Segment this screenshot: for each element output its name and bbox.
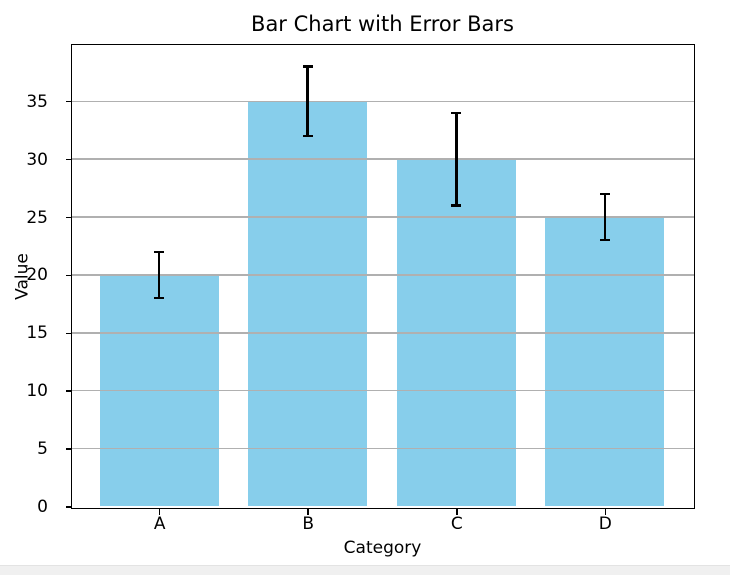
error-bar-line-D [603, 193, 607, 241]
y-tick-mark-35 [66, 100, 72, 103]
x-tick-mark-C [456, 508, 458, 515]
y-tick-mark-0 [66, 506, 72, 508]
window-bottom-strip [0, 565, 730, 575]
y-tick-mark-15 [66, 332, 72, 335]
y-tick-label-20: 20 [26, 265, 48, 286]
gridline-y20 [71, 274, 694, 276]
y-tick-label-30: 30 [26, 149, 48, 170]
x-tick-label-B: B [302, 514, 315, 534]
x-tick-mark-B [307, 508, 309, 515]
x-tick-label-C: C [450, 514, 463, 534]
y-tick-mark-30 [66, 158, 72, 161]
y-tick-label-35: 35 [26, 91, 48, 112]
y-tick-mark-5 [66, 448, 72, 450]
y-tick-label-15: 15 [26, 323, 48, 344]
error-bar-cap-bottom-C [451, 204, 462, 207]
error-bar-line-B [306, 66, 309, 136]
error-bar-cap-bottom-A [154, 296, 165, 300]
error-bar-line-C [455, 112, 458, 206]
gridline-y35 [71, 100, 694, 102]
gridline-y15 [71, 332, 694, 334]
y-tick-mark-10 [66, 390, 72, 392]
error-bar-line-A [157, 251, 161, 299]
y-tick-label-0: 0 [37, 497, 48, 517]
x-tick-label-A: A [153, 514, 166, 534]
y-tick-label-25: 25 [26, 207, 48, 228]
gridline-y5 [71, 447, 694, 450]
y-tick-mark-25 [66, 216, 72, 219]
gridline-y10 [71, 390, 694, 392]
chart-title: Bar Chart with Error Bars [251, 12, 514, 36]
error-bar-cap-top-D [599, 192, 610, 196]
error-bar-cap-top-B [302, 65, 313, 68]
error-bar-cap-bottom-D [599, 238, 610, 242]
gridline-y30 [71, 158, 694, 160]
bar-B [248, 101, 368, 507]
error-bar-cap-bottom-B [302, 134, 313, 138]
plot-area [70, 43, 695, 509]
y-tick-label-5: 5 [37, 439, 48, 460]
x-tick-label-D: D [598, 514, 612, 534]
x-axis-label: Category [343, 538, 422, 558]
error-bar-cap-top-C [451, 111, 462, 115]
gridline-y25 [71, 216, 694, 218]
x-tick-mark-A [158, 508, 161, 515]
y-tick-mark-20 [66, 274, 72, 277]
error-bar-cap-top-A [154, 250, 165, 253]
bar-D [545, 217, 665, 507]
y-tick-label-10: 10 [26, 381, 48, 402]
x-tick-mark-D [604, 508, 607, 515]
